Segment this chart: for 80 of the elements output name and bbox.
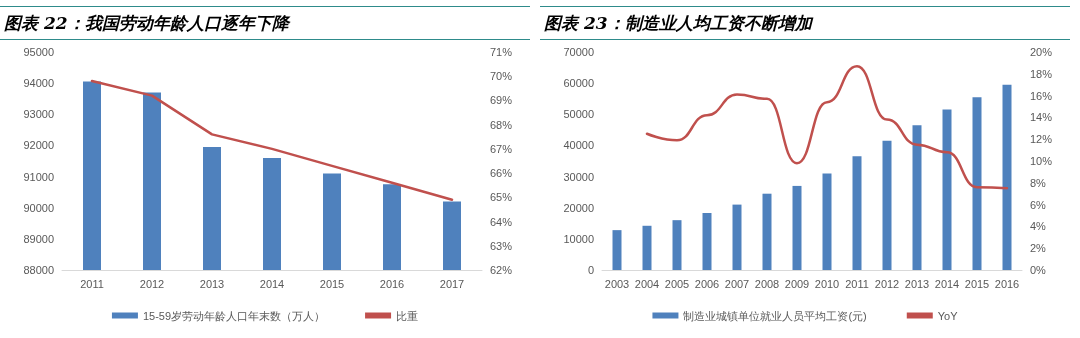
y2-tick-label: 69%	[490, 94, 513, 107]
y2-tick-label: 66%	[490, 167, 513, 180]
y2-tick-label: 68%	[490, 118, 513, 131]
x-tick-label: 2013	[904, 277, 930, 290]
y2-tick-label: 70%	[490, 70, 513, 83]
y-tick-label: 10000	[563, 232, 594, 245]
x-tick-label: 2014	[934, 277, 960, 290]
x-tick-label: 2012	[874, 277, 900, 290]
y2-tick-label: 8%	[1030, 176, 1047, 189]
y-tick-label: 94000	[23, 77, 54, 90]
chart-title: 图表 22：我国劳动年龄人口逐年下降	[0, 6, 530, 40]
x-tick-label: 2013	[199, 277, 225, 290]
x-tick-label: 2015	[964, 277, 990, 290]
x-tick-label: 2003	[604, 277, 630, 290]
y2-tick-label: 67%	[490, 142, 513, 155]
line-series	[90, 79, 454, 202]
y2-tick-label: 12%	[1030, 133, 1053, 146]
x-tick-label: 2005	[664, 277, 690, 290]
y2-tick-label: 0%	[1030, 264, 1047, 276]
bar	[852, 156, 862, 270]
legend-label: YoY	[937, 309, 959, 322]
x-tick-label: 2009	[784, 277, 810, 290]
y2-tick-label: 64%	[490, 215, 513, 228]
bar	[792, 185, 802, 270]
x-tick-label: 2004	[634, 277, 660, 290]
legend-label: 15-59岁劳动年龄人口年末数（万人）	[142, 309, 326, 322]
bar	[822, 173, 832, 270]
bar	[702, 213, 712, 270]
x-tick-label: 2007	[724, 277, 750, 290]
chart-title: 图表 23：制造业人均工资不断增加	[540, 6, 1070, 40]
y2-tick-label: 18%	[1030, 67, 1053, 80]
bar	[882, 140, 892, 270]
y-tick-label: 60000	[563, 77, 594, 90]
y2-tick-label: 2%	[1030, 242, 1047, 255]
x-tick-label: 2008	[754, 277, 780, 290]
legend-label: 制造业城镇单位就业人员平均工资(元)	[683, 309, 867, 322]
y-tick-label: 89000	[23, 232, 54, 245]
y2-tick-label: 63%	[490, 239, 513, 252]
x-tick-label: 2012	[139, 277, 165, 290]
y-tick-label: 93000	[23, 108, 54, 121]
y-tick-label: 92000	[23, 139, 54, 152]
x-tick-label: 2016	[994, 277, 1020, 290]
line-series	[645, 64, 1009, 190]
y-tick-label: 88000	[23, 264, 54, 276]
bar	[612, 230, 622, 270]
y2-tick-label: 20%	[1030, 46, 1053, 58]
y-tick-label: 95000	[23, 46, 54, 58]
y-tick-label: 40000	[563, 139, 594, 152]
x-tick-label: 2015	[319, 277, 345, 290]
y-tick-label: 91000	[23, 170, 54, 183]
bar	[1002, 84, 1012, 270]
bar	[912, 125, 922, 270]
x-tick-label: 2014	[259, 277, 285, 290]
x-tick-label: 2011	[80, 277, 104, 290]
y-tick-label: 30000	[563, 170, 594, 183]
y-tick-label: 0	[587, 264, 594, 276]
x-tick-label: 2011	[845, 277, 869, 290]
y2-tick-label: 62%	[490, 264, 513, 276]
y2-tick-label: 14%	[1030, 111, 1053, 124]
bar	[942, 109, 952, 270]
y-tick-label: 70000	[563, 46, 594, 58]
x-tick-label: 2016	[379, 277, 405, 290]
y2-tick-label: 10%	[1030, 155, 1053, 167]
bar	[672, 220, 682, 270]
bar	[732, 204, 742, 270]
y-tick-label: 50000	[563, 108, 594, 121]
y2-tick-label: 16%	[1030, 89, 1053, 102]
bar	[642, 225, 652, 270]
bar	[972, 97, 982, 270]
y2-tick-label: 65%	[490, 191, 513, 204]
y-tick-label: 90000	[23, 201, 54, 214]
x-tick-label: 2017	[439, 277, 465, 290]
y-tick-label: 20000	[563, 201, 594, 214]
x-tick-label: 2006	[694, 277, 720, 290]
y2-tick-label: 71%	[490, 46, 513, 58]
y2-tick-label: 4%	[1030, 220, 1047, 233]
bar	[762, 193, 772, 270]
y2-tick-label: 6%	[1030, 198, 1047, 211]
x-tick-label: 2010	[814, 277, 840, 290]
legend-label: 比重	[396, 309, 419, 322]
